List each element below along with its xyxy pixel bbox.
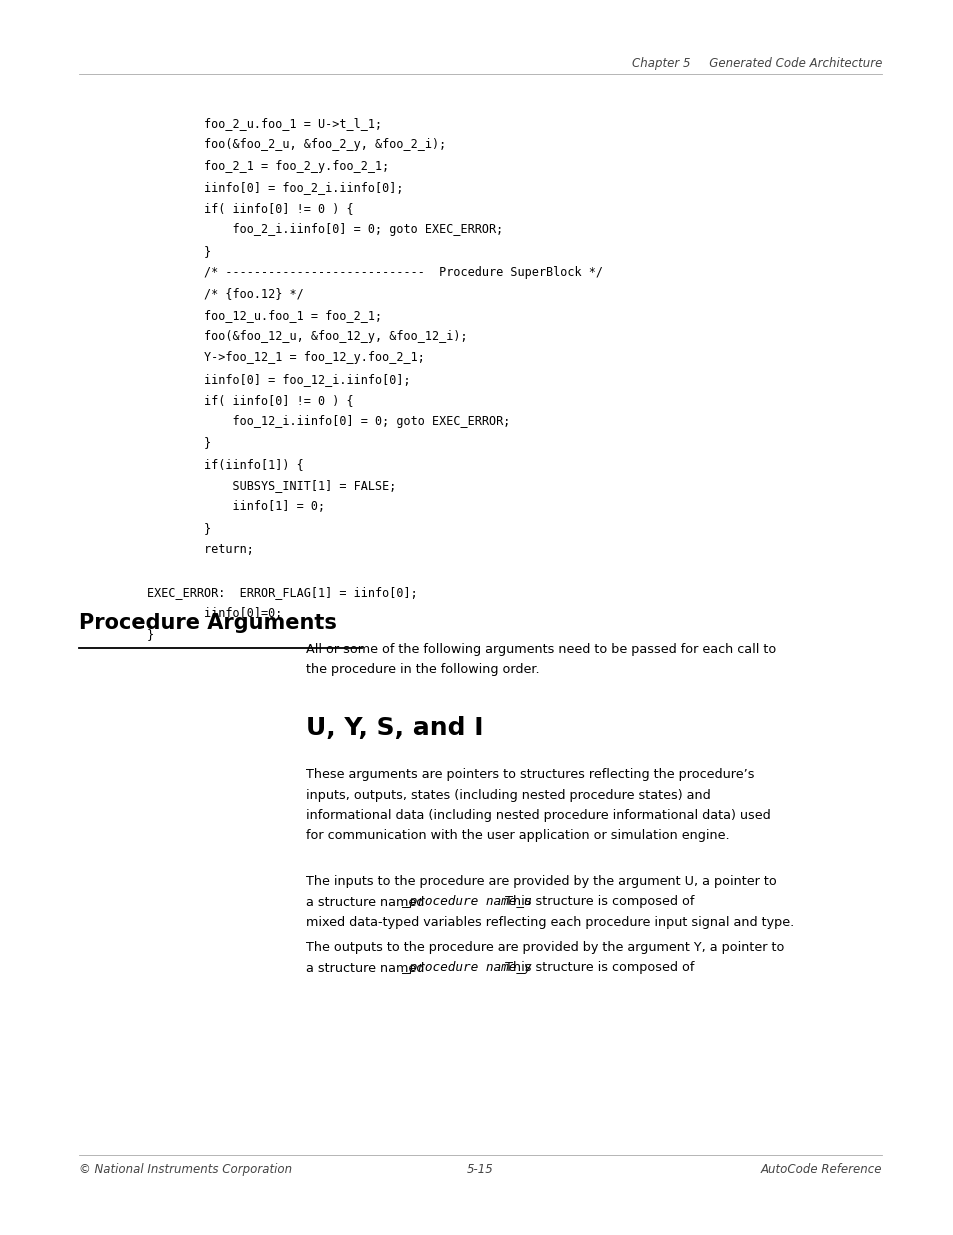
- Text: AutoCode Reference: AutoCode Reference: [760, 1163, 882, 1176]
- Text: 5-15: 5-15: [467, 1163, 494, 1176]
- Text: a structure named: a structure named: [306, 895, 428, 909]
- Text: foo_12_i.iinfo[0] = 0; goto EXEC_ERROR;: foo_12_i.iinfo[0] = 0; goto EXEC_ERROR;: [147, 415, 510, 429]
- Text: informational data (including nested procedure informational data) used: informational data (including nested pro…: [306, 809, 770, 823]
- Text: Procedure Arguments: Procedure Arguments: [79, 613, 336, 634]
- Text: }: }: [147, 629, 154, 641]
- Text: foo_12_u.foo_1 = foo_2_1;: foo_12_u.foo_1 = foo_2_1;: [147, 309, 382, 321]
- Text: foo_2_i.iinfo[0] = 0; goto EXEC_ERROR;: foo_2_i.iinfo[0] = 0; goto EXEC_ERROR;: [147, 224, 503, 236]
- Text: These arguments are pointers to structures reflecting the procedure’s: These arguments are pointers to structur…: [306, 768, 754, 781]
- Text: /* {foo.12} */: /* {foo.12} */: [147, 288, 303, 300]
- Text: }: }: [147, 245, 211, 258]
- Text: if(iinfo[1]) {: if(iinfo[1]) {: [147, 458, 303, 471]
- Text: if( iinfo[0] != 0 ) {: if( iinfo[0] != 0 ) {: [147, 203, 354, 215]
- Text: The inputs to the procedure are provided by the argument U, a pointer to: The inputs to the procedure are provided…: [306, 876, 776, 888]
- Text: }: }: [147, 436, 211, 450]
- Text: mixed data-typed variables reflecting each procedure input signal and type.: mixed data-typed variables reflecting ea…: [306, 916, 794, 929]
- Text: iinfo[0] = foo_12_i.iinfo[0];: iinfo[0] = foo_12_i.iinfo[0];: [147, 373, 410, 385]
- Text: the procedure in the following order.: the procedure in the following order.: [306, 663, 539, 677]
- Text: Chapter 5     Generated Code Architecture: Chapter 5 Generated Code Architecture: [631, 57, 882, 70]
- Text: The outputs to the procedure are provided by the argument Y, a pointer to: The outputs to the procedure are provide…: [306, 941, 783, 953]
- Text: iinfo[0]=0;: iinfo[0]=0;: [147, 606, 282, 620]
- Text: /* ----------------------------  Procedure SuperBlock */: /* ---------------------------- Procedur…: [147, 266, 602, 279]
- Text: All or some of the following arguments need to be passed for each call to: All or some of the following arguments n…: [306, 643, 776, 656]
- Text: . This structure is composed of: . This structure is composed of: [497, 962, 694, 974]
- Text: EXEC_ERROR:  ERROR_FLAG[1] = iinfo[0];: EXEC_ERROR: ERROR_FLAG[1] = iinfo[0];: [147, 585, 417, 599]
- Text: return;: return;: [147, 543, 253, 556]
- Text: a structure named: a structure named: [306, 962, 428, 974]
- Text: if( iinfo[0] != 0 ) {: if( iinfo[0] != 0 ) {: [147, 394, 354, 406]
- Text: }: }: [147, 521, 211, 535]
- Text: for communication with the user application or simulation engine.: for communication with the user applicat…: [306, 830, 729, 842]
- Text: foo(&foo_2_u, &foo_2_y, &foo_2_i);: foo(&foo_2_u, &foo_2_y, &foo_2_i);: [147, 138, 446, 152]
- Text: _procedure name_y: _procedure name_y: [402, 962, 532, 974]
- Text: Y->foo_12_1 = foo_12_y.foo_2_1;: Y->foo_12_1 = foo_12_y.foo_2_1;: [147, 351, 424, 364]
- Text: foo_2_1 = foo_2_y.foo_2_1;: foo_2_1 = foo_2_y.foo_2_1;: [147, 159, 389, 173]
- Text: foo(&foo_12_u, &foo_12_y, &foo_12_i);: foo(&foo_12_u, &foo_12_y, &foo_12_i);: [147, 330, 467, 343]
- Text: © National Instruments Corporation: © National Instruments Corporation: [79, 1163, 292, 1176]
- Text: U, Y, S, and I: U, Y, S, and I: [306, 716, 483, 740]
- Text: SUBSYS_INIT[1] = FALSE;: SUBSYS_INIT[1] = FALSE;: [147, 479, 395, 492]
- Text: iinfo[1] = 0;: iinfo[1] = 0;: [147, 500, 325, 514]
- Text: . This structure is composed of: . This structure is composed of: [497, 895, 694, 909]
- Text: _procedure name_u: _procedure name_u: [402, 895, 532, 909]
- Text: inputs, outputs, states (including nested procedure states) and: inputs, outputs, states (including neste…: [306, 788, 710, 802]
- Text: foo_2_u.foo_1 = U->t_l_1;: foo_2_u.foo_1 = U->t_l_1;: [147, 117, 382, 130]
- Text: iinfo[0] = foo_2_i.iinfo[0];: iinfo[0] = foo_2_i.iinfo[0];: [147, 180, 403, 194]
